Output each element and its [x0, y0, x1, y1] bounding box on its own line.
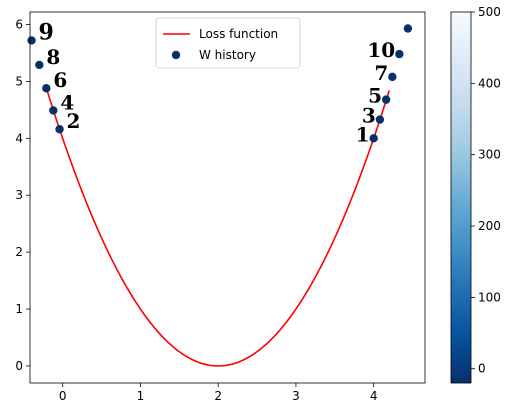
- w-history-point-3: [375, 115, 385, 124]
- y-tick-label-6: 6: [15, 18, 23, 32]
- y-tick-label-1: 1: [15, 302, 23, 316]
- w-history-point-9: [27, 36, 36, 45]
- y-tick-label-4: 4: [15, 131, 23, 145]
- plot-area: 1 2 3 4 5 6 7 89 10 0 1 2 3 4 0 1 2 3 4 5 6 Loss function W hi…: [15, 11, 426, 403]
- legend-swatch-w-history: [171, 50, 181, 60]
- point-label-7: 7: [374, 61, 388, 85]
- point-label-10: 10: [367, 38, 395, 62]
- w-history-point-6: [42, 84, 51, 93]
- w-history-point-4: [49, 106, 58, 115]
- loss-function-line: [46, 90, 390, 367]
- x-tick-label-4: 4: [370, 389, 378, 403]
- w-history-point-2: [55, 125, 64, 134]
- plot-frame: [29, 11, 426, 384]
- colorbar-tick-label-0: 0: [478, 362, 486, 376]
- colorbar-frame: [450, 11, 472, 384]
- y-tick-label-2: 2: [15, 245, 23, 259]
- legend-box: [155, 17, 301, 69]
- y-tick-label-3: 3: [15, 188, 23, 202]
- colorbar-tick-label-400: 400: [478, 76, 501, 90]
- w-history-point-11: [403, 24, 413, 33]
- x-tick-label-0: 0: [59, 389, 67, 403]
- colorbar-tick-label-100: 100: [478, 290, 501, 304]
- colorbar-gradient: [451, 12, 471, 383]
- y-tick-label-0: 0: [15, 359, 23, 373]
- colorbar-tick-label-500: 500: [478, 5, 501, 19]
- point-label-5: 5: [368, 84, 382, 108]
- colorbar-tick-label-200: 200: [478, 219, 501, 233]
- legend-label-w-history: W history: [199, 48, 256, 62]
- colorbar-tick-label-300: 300: [478, 148, 501, 162]
- legend: Loss function W history: [155, 17, 301, 69]
- w-history-point-1: [369, 134, 378, 143]
- point-label-8: 8: [46, 45, 60, 69]
- point-label-6: 6: [53, 68, 67, 92]
- x-tick-label-3: 3: [292, 389, 300, 403]
- colorbar: 0 100 200 300 400 500: [450, 5, 501, 384]
- w-history-point-5: [381, 95, 391, 104]
- legend-label-loss-function: Loss function: [199, 27, 278, 41]
- point-label-1: 1: [356, 122, 370, 146]
- point-label-2: 2: [67, 109, 81, 133]
- x-tick-label-1: 1: [137, 389, 145, 403]
- w-history-point-7: [388, 72, 397, 82]
- point-label-4: 4: [60, 90, 74, 114]
- y-tick-label-5: 5: [15, 74, 23, 88]
- w-history-point-10: [395, 49, 404, 59]
- w-history-point-8: [35, 60, 44, 70]
- point-label-3: 3: [362, 104, 376, 128]
- point-label-9: 9: [39, 19, 54, 45]
- x-tick-label-2: 2: [214, 389, 222, 403]
